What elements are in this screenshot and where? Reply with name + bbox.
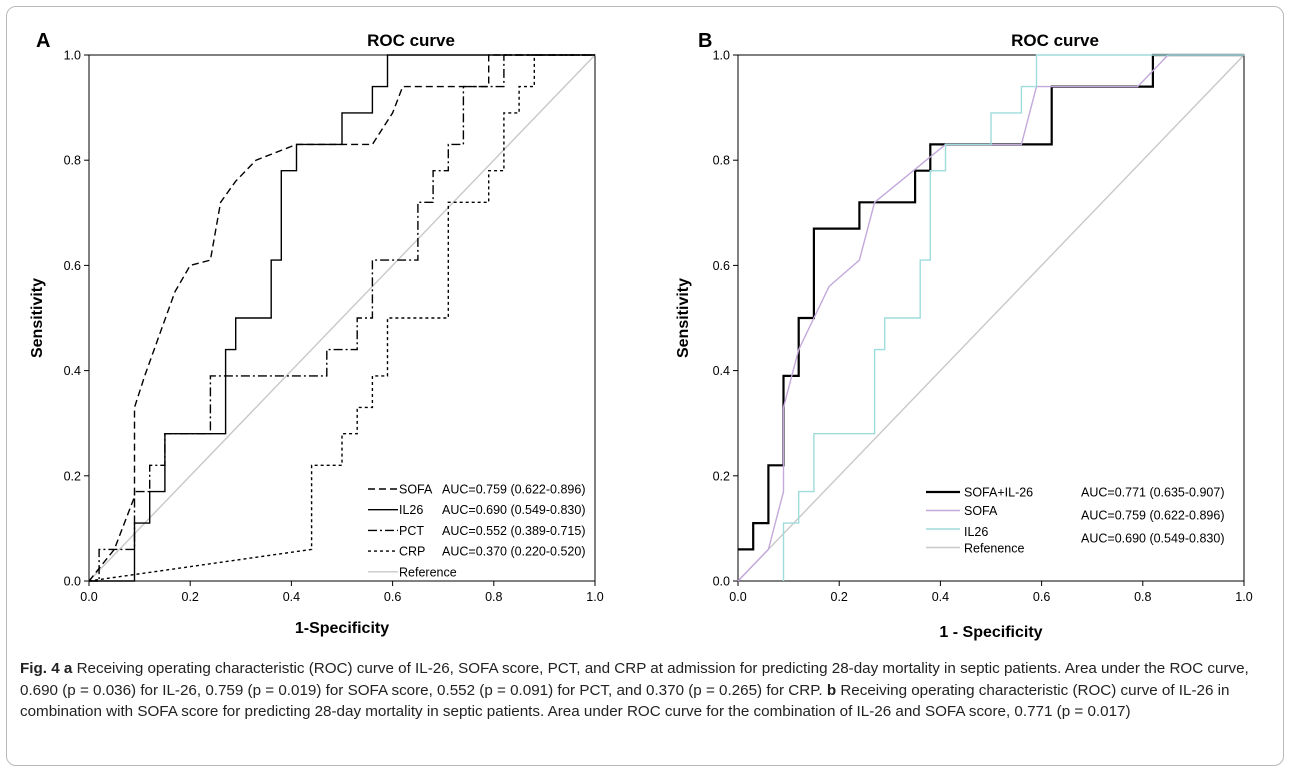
panel-a-x-tick-label: 0.4 [283, 590, 300, 604]
panel-b-y-tick-label: 0.8 [713, 154, 730, 168]
panel-b-x-tick-label: 0.6 [1033, 590, 1050, 604]
panel-a-letter: A [36, 30, 50, 52]
panel-a-legend-name-pct: PCT [399, 524, 424, 538]
panel-a-x-tick-label: 1.0 [586, 590, 603, 604]
panel-b-series-sofa-il-26 [738, 53, 1244, 551]
panel-a-plot-frame [88, 54, 596, 582]
caption-part-a-label: a [63, 660, 73, 677]
panel-a-y-tick-label: 0.0 [64, 575, 81, 589]
panel-b-y-tick-label: 0.2 [713, 469, 730, 483]
panel-a-x-tick-label: 0.0 [80, 590, 97, 604]
panel-b-x-tick-label: 0.0 [729, 590, 746, 604]
panel-b-plot-frame [737, 54, 1245, 582]
panel-b-title: ROC curve [1011, 31, 1099, 50]
panel-b-legend-auc-sofa: AUC=0.759 (0.622-0.896) [1081, 509, 1225, 523]
panel-b-y-axis-label: Sensitivity [675, 278, 692, 358]
panel-a-legend-name-reference: Reference [399, 565, 457, 579]
caption-part-a-text: Receiving operating characteristic (ROC)… [20, 660, 1249, 699]
caption-part-b-label: b [826, 681, 837, 699]
panel-a-legend-auc-il26: AUC=0.690 (0.549-0.830) [442, 503, 586, 517]
panel-a-y-axis-label: Sensitivity [29, 278, 46, 358]
figure-frame [6, 6, 1284, 766]
panel-a-x-tick-label: 0.8 [485, 590, 502, 604]
panel-b-letter: B [698, 30, 712, 52]
panel-a-x-tick-label: 0.6 [384, 590, 401, 604]
panel-b-y-tick-label: 1.0 [713, 49, 730, 63]
panel-a-legend-name-sofa: SOFA [399, 483, 433, 497]
panel-b-legend-auc-il26: AUC=0.690 (0.549-0.830) [1081, 532, 1225, 546]
panel-a-x-tick-label: 0.2 [182, 590, 199, 604]
panel-a-legend-name-crp: CRP [399, 545, 425, 559]
panel-b-legend-auc-sofa-il-26: AUC=0.771 (0.635-0.907) [1081, 486, 1225, 500]
panel-b-series-sofa [737, 54, 1244, 582]
panel-b-legend-name-sofa: SOFA [964, 504, 998, 518]
figure-caption: Fig. 4 a Receiving operating characteris… [20, 658, 1272, 723]
panel-b-y-tick-label: 0.0 [713, 575, 730, 589]
panel-a-y-tick-label: 0.2 [64, 469, 81, 483]
panel-a-series-reference [88, 54, 596, 582]
panel-a-legend-auc-sofa: AUC=0.759 (0.622-0.896) [442, 483, 586, 497]
panel-b-x-axis-label: 1 - Specificity [939, 624, 1042, 641]
panel-b-x-tick-label: 0.2 [831, 590, 848, 604]
panel-a-legend-auc-crp: AUC=0.370 (0.220-0.520) [442, 545, 586, 559]
panel-a-y-tick-label: 1.0 [64, 49, 81, 63]
panel-b-series-il26 [782, 54, 1244, 581]
panel-a-series-il26 [89, 54, 595, 582]
panel-b-legend-name-il26: IL26 [964, 525, 988, 539]
panel-a-series-pct [89, 54, 595, 582]
panel-a-y-tick-label: 0.8 [64, 154, 81, 168]
panel-a-y-tick-label: 0.4 [64, 364, 81, 378]
panel-b-x-tick-label: 1.0 [1235, 590, 1252, 604]
panel-a-legend-name-il26: IL26 [399, 503, 423, 517]
caption-fig-label: Fig. 4 [20, 660, 60, 677]
panel-a-legend-auc-pct: AUC=0.552 (0.389-0.715) [442, 524, 586, 538]
panel-b-y-tick-label: 0.4 [713, 364, 730, 378]
panel-a-title: ROC curve [367, 31, 455, 50]
panel-b-x-tick-label: 0.8 [1134, 590, 1151, 604]
panel-b-legend-name-sofa-il-26: SOFA+IL-26 [964, 486, 1033, 500]
panel-b-legend-name-refenence: Refenence [964, 542, 1025, 556]
panel-a-series-crp [88, 54, 595, 582]
panel-b-y-tick-label: 0.6 [713, 259, 730, 273]
panel-b-x-tick-label: 0.4 [932, 590, 949, 604]
panel-a-x-axis-label: 1-Specificity [295, 620, 389, 637]
panel-b-series-refenence [737, 54, 1245, 582]
caption-part-b-text: Receiving operating characteristic (ROC)… [20, 681, 1230, 721]
panel-a-y-tick-label: 0.6 [64, 259, 81, 273]
